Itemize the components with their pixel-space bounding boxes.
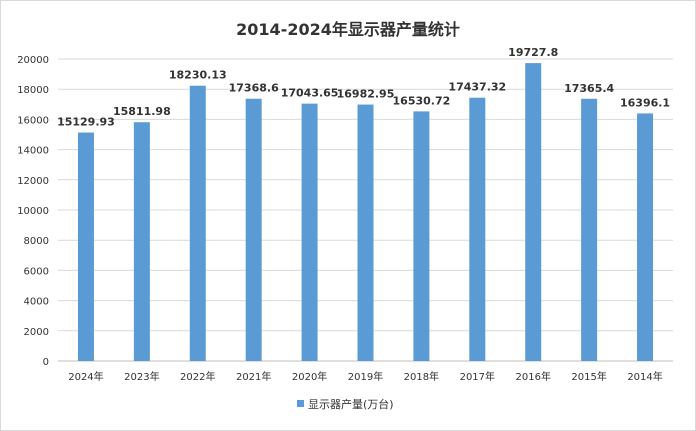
y-tick-label: 18000 bbox=[17, 85, 49, 96]
data-label: 19727.8 bbox=[508, 46, 558, 59]
legend-label: 显示器产量(万台) bbox=[308, 397, 394, 411]
bar bbox=[357, 104, 374, 361]
bar bbox=[245, 98, 262, 362]
x-tick-label: 2016年 bbox=[516, 370, 551, 383]
data-label: 17368.6 bbox=[229, 82, 279, 95]
x-tick-label: 2024年 bbox=[68, 370, 103, 383]
bar bbox=[189, 85, 206, 361]
x-tick-label: 2022年 bbox=[180, 370, 215, 383]
y-tick-label: 10000 bbox=[17, 206, 49, 217]
legend: 显示器产量(万台) bbox=[297, 397, 394, 411]
chart-title: 2014-2024年显示器产量统计 bbox=[236, 20, 460, 39]
y-tick-label: 12000 bbox=[17, 176, 49, 187]
y-tick-label: 8000 bbox=[24, 236, 49, 247]
bar bbox=[133, 122, 150, 361]
data-label: 16530.72 bbox=[393, 94, 451, 107]
data-label: 18230.13 bbox=[169, 69, 227, 82]
x-tick-label: 2018年 bbox=[404, 370, 439, 383]
x-tick-label: 2020年 bbox=[292, 370, 327, 383]
x-tick-label: 2021年 bbox=[236, 370, 271, 383]
data-label: 15129.93 bbox=[57, 116, 115, 129]
bar bbox=[525, 63, 542, 361]
x-tick-label: 2019年 bbox=[348, 370, 383, 383]
data-label: 17365.4 bbox=[564, 82, 614, 95]
y-tick-label: 6000 bbox=[24, 266, 49, 277]
bar bbox=[581, 98, 598, 361]
x-tick-label: 2023年 bbox=[124, 370, 159, 383]
bar bbox=[637, 113, 654, 362]
bar bbox=[77, 132, 94, 361]
x-tick-label: 2017年 bbox=[460, 370, 495, 383]
x-tick-label: 2014年 bbox=[627, 370, 662, 383]
data-label: 15811.98 bbox=[113, 105, 171, 118]
bar bbox=[301, 103, 318, 362]
bar bbox=[413, 111, 430, 361]
y-tick-label: 0 bbox=[43, 357, 49, 368]
data-label: 16982.95 bbox=[337, 88, 395, 101]
x-tick-label: 2015年 bbox=[571, 370, 606, 383]
data-label: 17437.32 bbox=[448, 81, 506, 94]
y-tick-label: 14000 bbox=[17, 146, 49, 157]
y-tick-label: 2000 bbox=[24, 327, 49, 338]
y-tick-label: 16000 bbox=[17, 115, 49, 126]
y-tick-label: 20000 bbox=[17, 55, 49, 66]
data-label: 17043.65 bbox=[281, 87, 339, 100]
data-label: 16396.1 bbox=[620, 96, 670, 109]
legend-swatch bbox=[297, 400, 304, 407]
bar bbox=[469, 97, 486, 361]
y-tick-label: 4000 bbox=[24, 297, 49, 308]
